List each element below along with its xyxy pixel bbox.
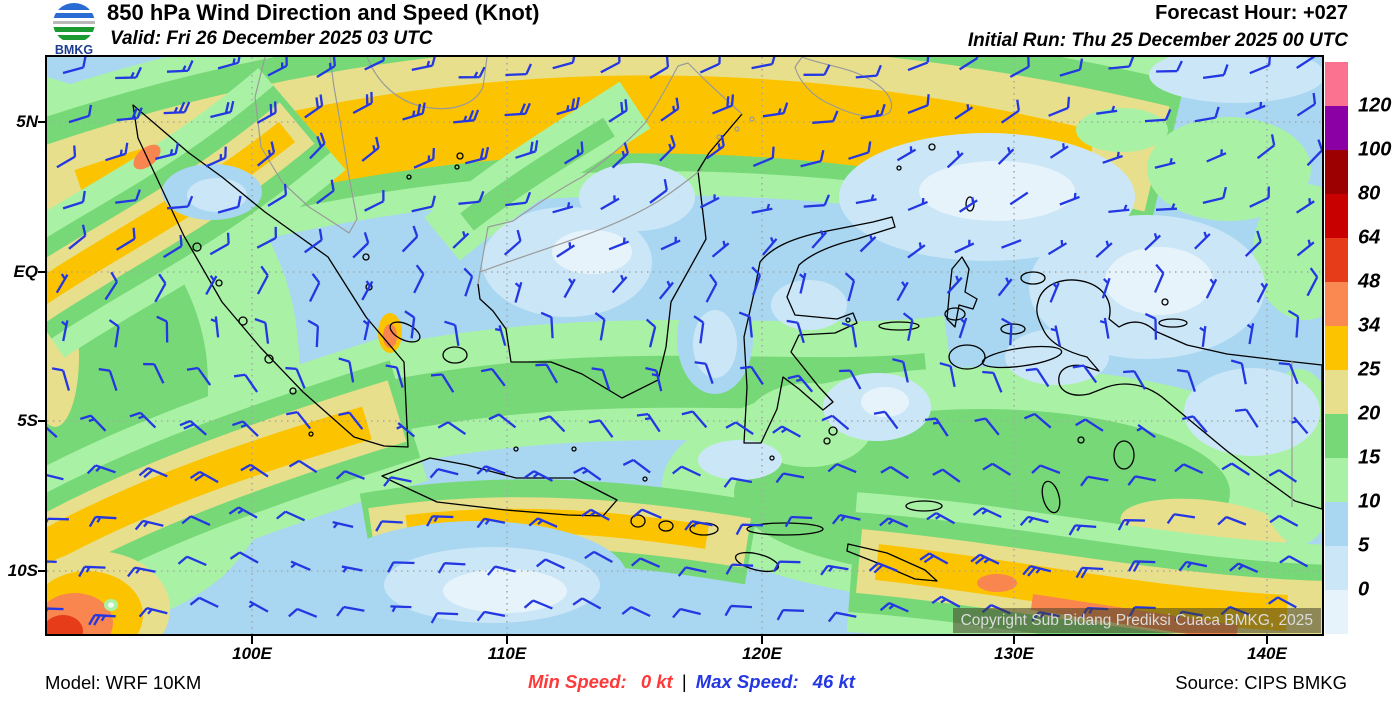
model-label: Model: WRF 10KM — [45, 672, 202, 693]
bmkg-logo-icon: BMKG — [45, 2, 103, 57]
speed-legend: 120 100 80 64 48 34 25 20 15 10 5 0 — [1325, 62, 1391, 634]
initial-run: Initial Run: Thu 25 December 2025 00 UTC — [967, 30, 1348, 51]
legend-band — [1325, 414, 1348, 458]
lon-tick-label: 120E — [742, 644, 782, 663]
legend-boundary-label: 25 — [1358, 358, 1381, 381]
valid-time: Valid: Fri 26 December 2025 03 UTC — [110, 28, 433, 49]
graticule — [47, 57, 1322, 634]
map-frame: Copyright Sub Bidang Prediksi Cuaca BMKG… — [45, 55, 1324, 636]
min-speed-value: 0 kt — [640, 671, 673, 692]
lon-tick — [1013, 636, 1015, 644]
lon-tick — [251, 636, 253, 644]
legend-band — [1325, 62, 1348, 106]
lon-tick-label: 130E — [994, 644, 1034, 663]
max-speed-label: Max Speed: — [695, 671, 799, 692]
speed-field — [47, 57, 1322, 634]
legend-boundary-label: 34 — [1358, 314, 1381, 337]
lon-tick-label: 100E — [232, 644, 272, 663]
legend-band — [1325, 106, 1348, 150]
legend-boundary-label: 15 — [1358, 446, 1381, 469]
page-title: 850 hPa Wind Direction and Speed (Knot) — [107, 0, 540, 25]
min-speed-label: Min Speed: — [528, 671, 627, 692]
legend-boundary-label: 64 — [1358, 226, 1381, 249]
legend-band — [1325, 238, 1348, 282]
lon-tick-label: 110E — [487, 644, 527, 663]
legend-band — [1325, 282, 1348, 326]
legend-boundary-label: 0 — [1358, 578, 1370, 601]
lat-tick — [38, 570, 46, 572]
lat-tick-label: 5N — [16, 112, 38, 131]
speed-separator: | — [681, 671, 687, 692]
forecast-hour: Forecast Hour: +027 — [1155, 2, 1348, 24]
speed-summary: Min Speed: 0 kt | Max Speed: 46 kt — [528, 671, 855, 693]
lat-tick — [38, 420, 46, 422]
legend-band — [1325, 150, 1348, 194]
legend-band — [1325, 194, 1348, 238]
wind-map-image — [47, 57, 1322, 634]
legend-boundary-label: 100 — [1358, 138, 1392, 161]
legend-boundary-label: 120 — [1358, 94, 1392, 117]
lat-tick — [38, 121, 46, 123]
lat-tick-label: 5S — [17, 411, 38, 430]
legend-band — [1325, 370, 1348, 414]
lat-tick — [38, 271, 46, 273]
legend-boundary-label: 80 — [1358, 182, 1381, 205]
lat-tick-label: 10S — [7, 561, 38, 580]
legend-band — [1325, 546, 1348, 590]
coastlines — [132, 104, 1322, 582]
bmkg-logo-text: BMKG — [55, 43, 93, 56]
wind-barbs — [47, 57, 1322, 626]
copyright-overlay: Copyright Sub Bidang Prediksi Cuaca BMKG… — [952, 608, 1321, 633]
foreign-coastlines — [254, 57, 1293, 507]
legend-boundary-label: 20 — [1358, 402, 1381, 425]
source-label: Source: CIPS BMKG — [1175, 672, 1347, 693]
lat-tick-label: EQ — [13, 262, 38, 281]
lon-tick — [761, 636, 763, 644]
legend-band — [1325, 458, 1348, 502]
lon-tick — [1266, 636, 1268, 644]
legend-boundary-label: 5 — [1358, 534, 1370, 557]
legend-boundary-label: 48 — [1358, 270, 1381, 293]
legend-boundary-label: 10 — [1358, 490, 1381, 513]
max-speed-value: 46 kt — [812, 671, 855, 692]
legend-band — [1325, 326, 1348, 370]
legend-band — [1325, 502, 1348, 546]
lon-tick — [506, 636, 508, 644]
legend-band — [1325, 590, 1348, 634]
lon-tick-label: 140E — [1247, 644, 1287, 663]
